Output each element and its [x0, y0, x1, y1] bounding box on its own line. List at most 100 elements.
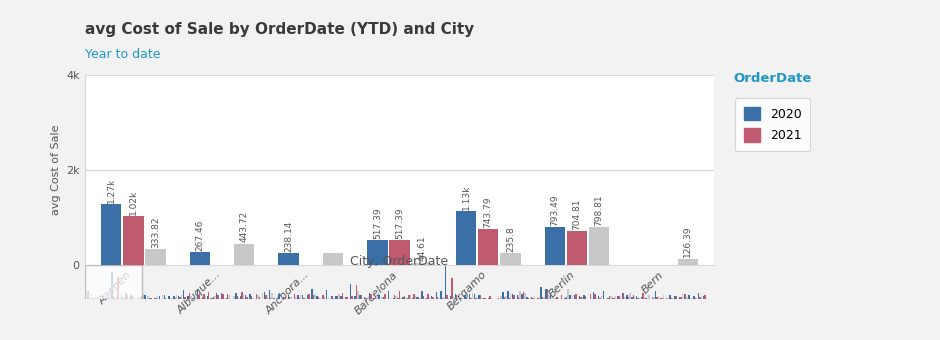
Bar — [149, 298, 150, 299]
Text: 333.82: 333.82 — [151, 216, 160, 248]
Bar — [366, 298, 367, 299]
Bar — [661, 298, 663, 299]
Bar — [490, 296, 491, 299]
Bar — [216, 293, 217, 299]
Bar — [547, 289, 548, 299]
Bar — [272, 293, 273, 299]
Bar — [488, 298, 490, 299]
Bar — [249, 294, 251, 299]
Bar — [542, 297, 543, 299]
Bar — [222, 293, 224, 299]
Bar — [154, 298, 155, 299]
Bar — [666, 298, 667, 299]
Bar — [351, 296, 352, 299]
Bar — [198, 295, 200, 299]
Bar — [432, 297, 433, 299]
Bar — [509, 298, 510, 299]
Bar — [440, 291, 442, 299]
Bar — [326, 290, 327, 299]
Bar — [621, 293, 623, 299]
Bar — [224, 298, 225, 299]
Bar — [108, 298, 109, 299]
Bar — [557, 298, 559, 299]
Bar — [658, 296, 659, 299]
Bar — [305, 298, 306, 299]
Bar — [688, 295, 690, 299]
Bar — [580, 297, 582, 299]
Bar — [685, 294, 686, 299]
Bar — [617, 296, 619, 299]
Bar — [540, 287, 542, 299]
Bar — [416, 298, 418, 299]
Bar — [140, 298, 141, 299]
Text: 238.14: 238.14 — [284, 221, 293, 252]
Bar — [491, 298, 493, 299]
Bar — [588, 227, 609, 265]
Bar — [132, 296, 133, 299]
Text: 126.39: 126.39 — [683, 226, 692, 257]
Bar — [290, 297, 292, 299]
Bar — [507, 291, 509, 299]
Bar — [497, 298, 499, 299]
Bar — [500, 296, 502, 299]
Bar — [368, 240, 387, 265]
Bar — [375, 296, 376, 299]
Bar — [593, 292, 594, 299]
Bar — [90, 294, 91, 299]
Bar — [243, 294, 244, 299]
Bar — [304, 298, 305, 299]
Bar — [178, 296, 180, 299]
Text: 793.49: 793.49 — [550, 194, 559, 226]
Bar — [85, 265, 142, 299]
Bar — [368, 292, 370, 299]
Bar — [122, 297, 123, 299]
Bar — [553, 297, 555, 299]
Bar — [699, 297, 701, 299]
Bar — [569, 295, 571, 299]
Bar — [655, 291, 656, 299]
Bar — [601, 296, 602, 299]
Bar — [663, 295, 664, 299]
Bar — [322, 295, 324, 299]
Bar — [244, 295, 246, 299]
Bar — [646, 298, 647, 299]
Bar — [443, 296, 445, 299]
Bar — [197, 290, 198, 299]
Bar — [410, 294, 411, 299]
Bar — [221, 293, 222, 299]
Bar — [534, 295, 535, 299]
Bar — [517, 295, 518, 299]
Bar — [402, 297, 403, 299]
Bar — [649, 294, 650, 299]
Bar — [405, 297, 406, 299]
Bar — [619, 297, 621, 299]
Bar — [350, 284, 351, 299]
Bar — [681, 297, 682, 299]
Bar — [456, 295, 458, 299]
Bar — [485, 298, 486, 299]
Bar — [653, 298, 654, 299]
Bar — [214, 296, 215, 299]
Text: 1.13k: 1.13k — [462, 185, 471, 210]
Bar — [270, 298, 272, 299]
Bar — [413, 294, 415, 299]
Bar — [190, 252, 211, 265]
Bar — [470, 298, 472, 299]
Bar — [210, 298, 211, 299]
Bar — [539, 298, 540, 299]
Bar — [138, 298, 139, 299]
Bar — [623, 293, 624, 299]
Bar — [175, 298, 176, 299]
Bar — [626, 295, 628, 299]
Bar — [235, 293, 237, 299]
Bar — [582, 297, 583, 299]
Bar — [389, 240, 410, 265]
Bar — [418, 297, 419, 299]
Bar — [393, 298, 394, 299]
Bar — [376, 296, 378, 299]
Bar — [437, 297, 438, 299]
Bar — [332, 296, 334, 299]
Bar — [504, 297, 505, 299]
Bar — [634, 298, 635, 299]
Bar — [419, 298, 421, 299]
